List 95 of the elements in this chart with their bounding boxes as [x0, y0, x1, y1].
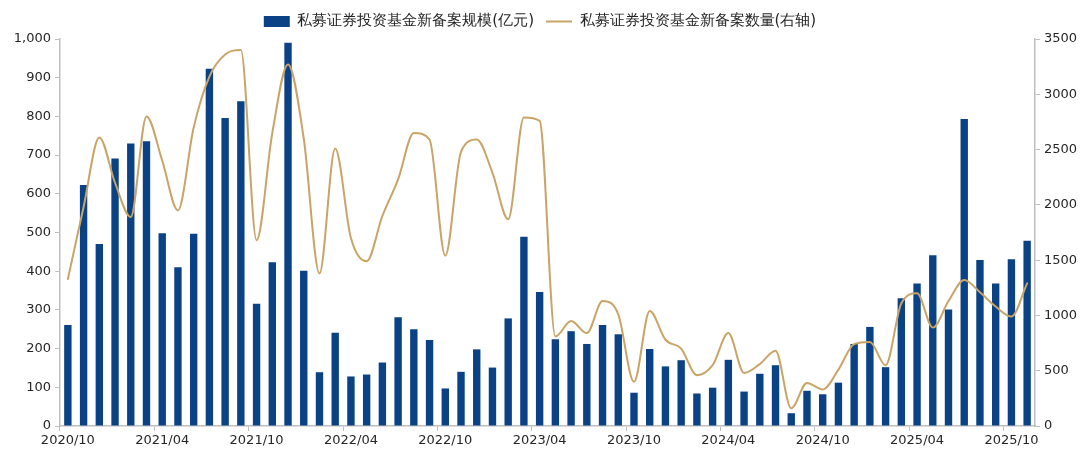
bar — [268, 262, 276, 426]
y-tick-label: 1,000 — [13, 30, 51, 46]
bar — [551, 339, 560, 426]
bar — [284, 42, 292, 426]
bar — [504, 318, 512, 426]
bar — [740, 391, 748, 426]
y-tick-label: 300 — [26, 301, 51, 317]
bar — [189, 233, 198, 426]
y2-tick-label: 3000 — [1044, 85, 1078, 101]
bar — [646, 348, 654, 426]
bar — [819, 394, 827, 426]
y-tick-label: 800 — [26, 107, 51, 123]
x-tick-label: 2022/04 — [323, 432, 378, 448]
bar — [677, 360, 685, 426]
bar — [142, 141, 151, 426]
x-tick-label: 2025/04 — [890, 432, 945, 448]
bar — [881, 367, 890, 426]
y2-tick-label: 1500 — [1044, 251, 1078, 267]
bar — [803, 390, 811, 426]
y2-tick-label: 0 — [1044, 417, 1053, 433]
y2-tick-label: 2500 — [1044, 140, 1078, 156]
x-tick-label: 2025/10 — [984, 432, 1039, 448]
bar — [237, 101, 245, 426]
bar — [347, 376, 355, 426]
bar — [567, 331, 575, 426]
bar — [410, 329, 418, 426]
y2-tick-label: 500 — [1044, 362, 1069, 378]
bar — [834, 382, 843, 426]
bar — [614, 334, 622, 426]
y2-tick-label: 3500 — [1044, 30, 1078, 46]
bar — [362, 374, 371, 426]
bar — [913, 283, 921, 426]
x-tick-label: 2023/04 — [512, 432, 567, 448]
bar — [64, 324, 72, 426]
x-tick-label: 2024/10 — [795, 432, 850, 448]
line-series — [66, 49, 1029, 410]
bar — [756, 373, 764, 426]
y-tick-label: 400 — [26, 262, 51, 278]
bar — [331, 332, 339, 426]
bar — [473, 349, 481, 426]
bar — [95, 244, 104, 426]
bar — [929, 255, 937, 426]
bar — [960, 119, 968, 426]
y-tick-label: 900 — [26, 69, 51, 85]
y-tick-label: 600 — [26, 185, 51, 201]
y-tick-label: 500 — [26, 223, 51, 239]
bar — [693, 393, 701, 426]
bar — [205, 68, 214, 426]
bar — [394, 317, 402, 426]
x-tick-label: 2022/10 — [418, 432, 473, 448]
bar — [252, 303, 261, 426]
bar — [771, 365, 780, 426]
bar — [630, 392, 638, 426]
bar — [158, 233, 166, 426]
bar — [1023, 240, 1031, 426]
y-tick-label: 0 — [42, 417, 51, 433]
bar — [583, 343, 591, 426]
bar — [944, 309, 953, 426]
bar — [866, 326, 874, 426]
bar — [598, 324, 607, 426]
bar — [79, 184, 88, 426]
bar — [127, 143, 135, 426]
y-tick-label: 200 — [26, 339, 51, 355]
bar — [850, 343, 858, 426]
bar — [708, 387, 717, 426]
bar — [221, 117, 229, 426]
legend-label: 私募证券投资基金新备案规模(亿元) — [297, 11, 535, 30]
bar — [661, 366, 670, 426]
bar — [897, 298, 906, 426]
x-tick-label: 2021/10 — [229, 432, 284, 448]
bar — [425, 340, 434, 426]
bar — [378, 362, 387, 426]
bar — [724, 359, 733, 426]
bar — [976, 259, 984, 426]
bar — [457, 371, 465, 426]
bar — [111, 158, 119, 426]
x-tick-label: 2023/10 — [606, 432, 661, 448]
bar — [520, 236, 528, 426]
bar — [488, 367, 497, 426]
bar — [535, 292, 544, 426]
bar — [1007, 259, 1016, 426]
y2-tick-label: 1000 — [1044, 306, 1078, 322]
y-tick-label: 100 — [26, 378, 51, 394]
bar — [315, 372, 324, 426]
bar — [441, 388, 449, 426]
y-tick-label: 700 — [26, 146, 51, 162]
legend-label: 私募证券投资基金新备案数量(右轴) — [579, 11, 817, 30]
bar — [174, 267, 182, 426]
bar — [787, 413, 795, 426]
y2-tick-label: 2000 — [1044, 196, 1078, 212]
x-tick-label: 2020/10 — [40, 432, 95, 448]
bar — [300, 270, 308, 426]
x-tick-label: 2024/04 — [701, 432, 756, 448]
bar — [991, 283, 1000, 426]
x-tick-label: 2021/04 — [135, 432, 190, 448]
